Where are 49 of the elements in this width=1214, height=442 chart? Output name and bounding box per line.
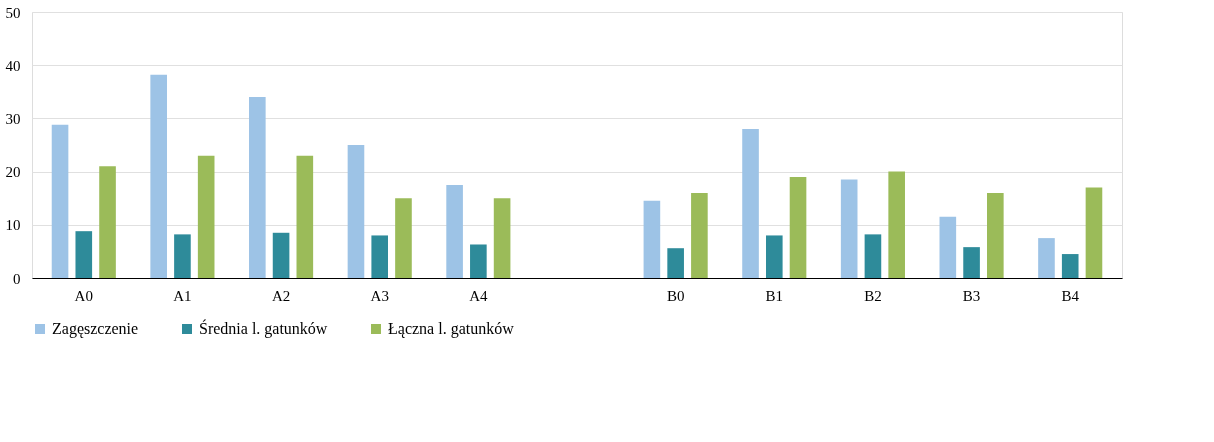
- y-tick-label: 50: [5, 4, 21, 21]
- bar: [493, 198, 511, 278]
- bar: [1085, 187, 1103, 278]
- bar: [888, 171, 905, 278]
- legend-label: Łączna l. gatunków: [388, 320, 515, 338]
- x-tick-label: A0: [74, 287, 93, 304]
- bar: [987, 192, 1004, 278]
- bar: [446, 184, 463, 278]
- legend-label: Średnia l. gatunków: [199, 319, 328, 338]
- bar: [75, 231, 93, 278]
- y-tick-label: 10: [5, 217, 21, 234]
- bar: [742, 129, 759, 278]
- y-tick-label: 40: [5, 57, 21, 74]
- legend-label: Zagęszczenie: [52, 320, 139, 338]
- bar: [197, 155, 215, 278]
- bar: [51, 124, 69, 278]
- x-tick-label: B0: [666, 287, 685, 304]
- bar: [296, 155, 314, 278]
- bar: [643, 200, 661, 278]
- bar: [395, 198, 412, 278]
- x-tick-label: A2: [271, 287, 291, 304]
- x-tick-label: B3: [962, 287, 981, 304]
- bar: [667, 248, 684, 278]
- bar: [371, 235, 389, 278]
- bar: [1038, 238, 1055, 278]
- bar: [470, 244, 487, 278]
- bar: [272, 232, 290, 278]
- bar: [1061, 254, 1079, 278]
- bar: [174, 234, 191, 278]
- y-tick-label: 0: [13, 270, 21, 287]
- bar: [691, 192, 708, 278]
- bar: [347, 145, 365, 278]
- x-tick-label: B1: [765, 287, 784, 304]
- x-tick-label: A1: [173, 287, 192, 304]
- x-tick-label: A4: [469, 287, 489, 304]
- x-tick-label: B4: [1061, 287, 1080, 304]
- bar: [864, 234, 882, 278]
- bar: [150, 74, 167, 278]
- y-tick-label: 20: [5, 164, 21, 181]
- bar: [99, 166, 116, 278]
- x-tick-label: B2: [864, 287, 882, 304]
- bar: [840, 179, 858, 278]
- bar: [765, 235, 783, 278]
- bar: [963, 247, 980, 278]
- bar: [789, 176, 807, 278]
- bar: [939, 216, 957, 278]
- x-tick-label: A3: [370, 287, 389, 304]
- y-tick-label: 30: [5, 110, 21, 127]
- bar: [249, 97, 266, 278]
